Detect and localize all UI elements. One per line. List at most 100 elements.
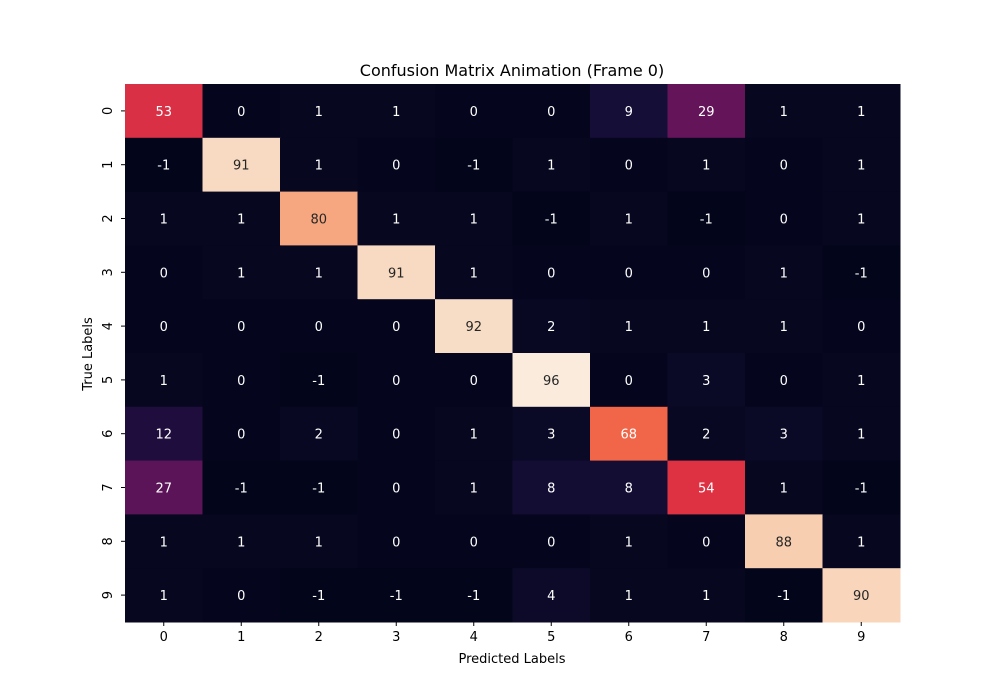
heatmap-cell-r8-c2 bbox=[280, 514, 358, 569]
cell-value-r5-c1: 0 bbox=[237, 374, 245, 389]
cell-value-r1-c8: 0 bbox=[780, 159, 788, 174]
heatmap-cell-r4-c5 bbox=[512, 299, 591, 354]
cell-value-r7-c5: 8 bbox=[547, 482, 555, 497]
cell-value-r0-c3: 1 bbox=[392, 105, 400, 120]
cell-value-r4-c0: 0 bbox=[160, 320, 168, 335]
heatmap-cell-r9-c6 bbox=[590, 568, 668, 623]
heatmap-cell-r9-c3 bbox=[357, 568, 436, 623]
heatmap-cell-r8-c0 bbox=[125, 514, 203, 569]
cell-value-r9-c3: -1 bbox=[390, 589, 403, 604]
x-tick-label-2: 2 bbox=[315, 630, 323, 645]
heatmap-cell-r4-c3 bbox=[357, 299, 436, 354]
heatmap-cell-r7-c0 bbox=[125, 460, 203, 515]
heatmap-cell-r5-c5 bbox=[512, 353, 591, 408]
cell-value-r0-c0: 53 bbox=[155, 105, 172, 120]
heatmap-cell-r1-c6 bbox=[590, 137, 668, 193]
heatmap-cell-r8-c7 bbox=[667, 514, 746, 569]
cell-value-r2-c5: -1 bbox=[545, 213, 558, 228]
cell-value-r0-c5: 0 bbox=[547, 105, 555, 120]
heatmap-cell-r4-c2 bbox=[280, 299, 358, 354]
heatmap-cell-r4-c9 bbox=[822, 299, 901, 354]
cell-value-r2-c7: -1 bbox=[700, 213, 713, 228]
heatmap-cell-r3-c4 bbox=[435, 245, 513, 300]
heatmap-cell-r4-c6 bbox=[590, 299, 668, 354]
cell-value-r4-c5: 2 bbox=[547, 320, 555, 335]
cell-value-r4-c2: 0 bbox=[315, 320, 323, 335]
heatmap-cell-r5-c8 bbox=[745, 353, 823, 408]
heatmap-cell-r5-c2 bbox=[280, 353, 358, 408]
heatmap-cell-r9-c1 bbox=[202, 568, 281, 623]
heatmap-cells bbox=[125, 84, 901, 623]
cell-value-r3-c1: 1 bbox=[237, 266, 245, 281]
cell-value-r6-c7: 2 bbox=[702, 428, 710, 443]
heatmap-cell-r2-c4 bbox=[435, 191, 513, 246]
cell-value-r7-c8: 1 bbox=[780, 482, 788, 497]
cell-value-r8-c5: 0 bbox=[547, 535, 555, 550]
heatmap-cell-r4-c1 bbox=[202, 299, 281, 354]
heatmap-cell-r6-c7 bbox=[667, 406, 746, 462]
cell-value-r5-c4: 0 bbox=[470, 374, 478, 389]
heatmap-cell-r6-c8 bbox=[745, 406, 823, 462]
cell-value-r1-c4: -1 bbox=[467, 159, 480, 174]
heatmap-cell-r2-c5 bbox=[512, 191, 591, 246]
cell-value-r8-c8: 88 bbox=[775, 535, 792, 550]
cell-value-r9-c1: 0 bbox=[237, 589, 245, 604]
cell-value-r0-c8: 1 bbox=[780, 105, 788, 120]
heatmap-cell-r0-c9 bbox=[822, 84, 901, 139]
y-axis-label: True Labels bbox=[81, 317, 96, 392]
cell-value-r0-c4: 0 bbox=[470, 105, 478, 120]
heatmap-cell-r8-c6 bbox=[590, 514, 668, 569]
x-tick-label-9: 9 bbox=[857, 630, 865, 645]
heatmap-cell-r2-c2 bbox=[280, 191, 358, 246]
cell-value-r1-c7: 1 bbox=[702, 159, 710, 174]
heatmap-cell-r3-c5 bbox=[512, 245, 591, 300]
heatmap-cell-r2-c6 bbox=[590, 191, 668, 246]
cell-value-r9-c9: 90 bbox=[853, 589, 870, 604]
y-tick-label-5: 5 bbox=[101, 376, 116, 384]
y-tick-label-2: 2 bbox=[101, 214, 116, 222]
y-tick-label-9: 9 bbox=[101, 591, 116, 599]
heatmap-cell-r3-c7 bbox=[667, 245, 746, 300]
cell-value-r1-c6: 0 bbox=[625, 159, 633, 174]
heatmap-cell-r0-c0 bbox=[125, 84, 203, 139]
cell-value-r9-c4: -1 bbox=[467, 589, 480, 604]
cell-value-r6-c3: 0 bbox=[392, 428, 400, 443]
cell-value-r5-c7: 3 bbox=[702, 374, 710, 389]
heatmap-cell-r5-c9 bbox=[822, 353, 901, 408]
cell-value-r8-c0: 1 bbox=[160, 535, 168, 550]
cell-value-r7-c7: 54 bbox=[698, 482, 715, 497]
heatmap-cell-r1-c5 bbox=[512, 137, 591, 193]
heatmap-cell-r8-c3 bbox=[357, 514, 436, 569]
heatmap-cell-r0-c2 bbox=[280, 84, 358, 139]
cell-value-r9-c0: 1 bbox=[160, 589, 168, 604]
heatmap-cell-r4-c0 bbox=[125, 299, 203, 354]
cell-value-r5-c0: 1 bbox=[160, 374, 168, 389]
heatmap-cell-r8-c4 bbox=[435, 514, 513, 569]
heatmap-cell-r1-c7 bbox=[667, 137, 746, 193]
heatmap-cell-r3-c0 bbox=[125, 245, 203, 300]
y-tick-label-7: 7 bbox=[101, 483, 116, 491]
cell-value-r8-c3: 0 bbox=[392, 535, 400, 550]
heatmap-cell-r9-c0 bbox=[125, 568, 203, 623]
heatmap-cell-r5-c7 bbox=[667, 353, 746, 408]
heatmap-cell-r3-c3 bbox=[357, 245, 436, 300]
y-tick-label-8: 8 bbox=[101, 537, 116, 545]
heatmap-cell-r6-c6 bbox=[590, 406, 668, 462]
cell-value-r5-c6: 0 bbox=[625, 374, 633, 389]
x-tick-label-0: 0 bbox=[160, 630, 168, 645]
heatmap-cell-r3-c2 bbox=[280, 245, 358, 300]
heatmap-cell-r6-c0 bbox=[125, 406, 203, 462]
heatmap-cell-r7-c4 bbox=[435, 460, 513, 515]
cell-value-r6-c2: 2 bbox=[315, 428, 323, 443]
y-tick-label-0: 0 bbox=[101, 107, 116, 115]
cell-value-r6-c6: 68 bbox=[620, 428, 637, 443]
cell-value-r2-c1: 1 bbox=[237, 213, 245, 228]
heatmap-cell-r5-c4 bbox=[435, 353, 513, 408]
cell-value-r6-c4: 1 bbox=[470, 428, 478, 443]
cell-value-r3-c6: 0 bbox=[625, 266, 633, 281]
x-tick-label-1: 1 bbox=[237, 630, 245, 645]
cell-value-r7-c0: 27 bbox=[155, 482, 172, 497]
cell-value-r9-c2: -1 bbox=[312, 589, 325, 604]
heatmap-cell-r2-c7 bbox=[667, 191, 746, 246]
